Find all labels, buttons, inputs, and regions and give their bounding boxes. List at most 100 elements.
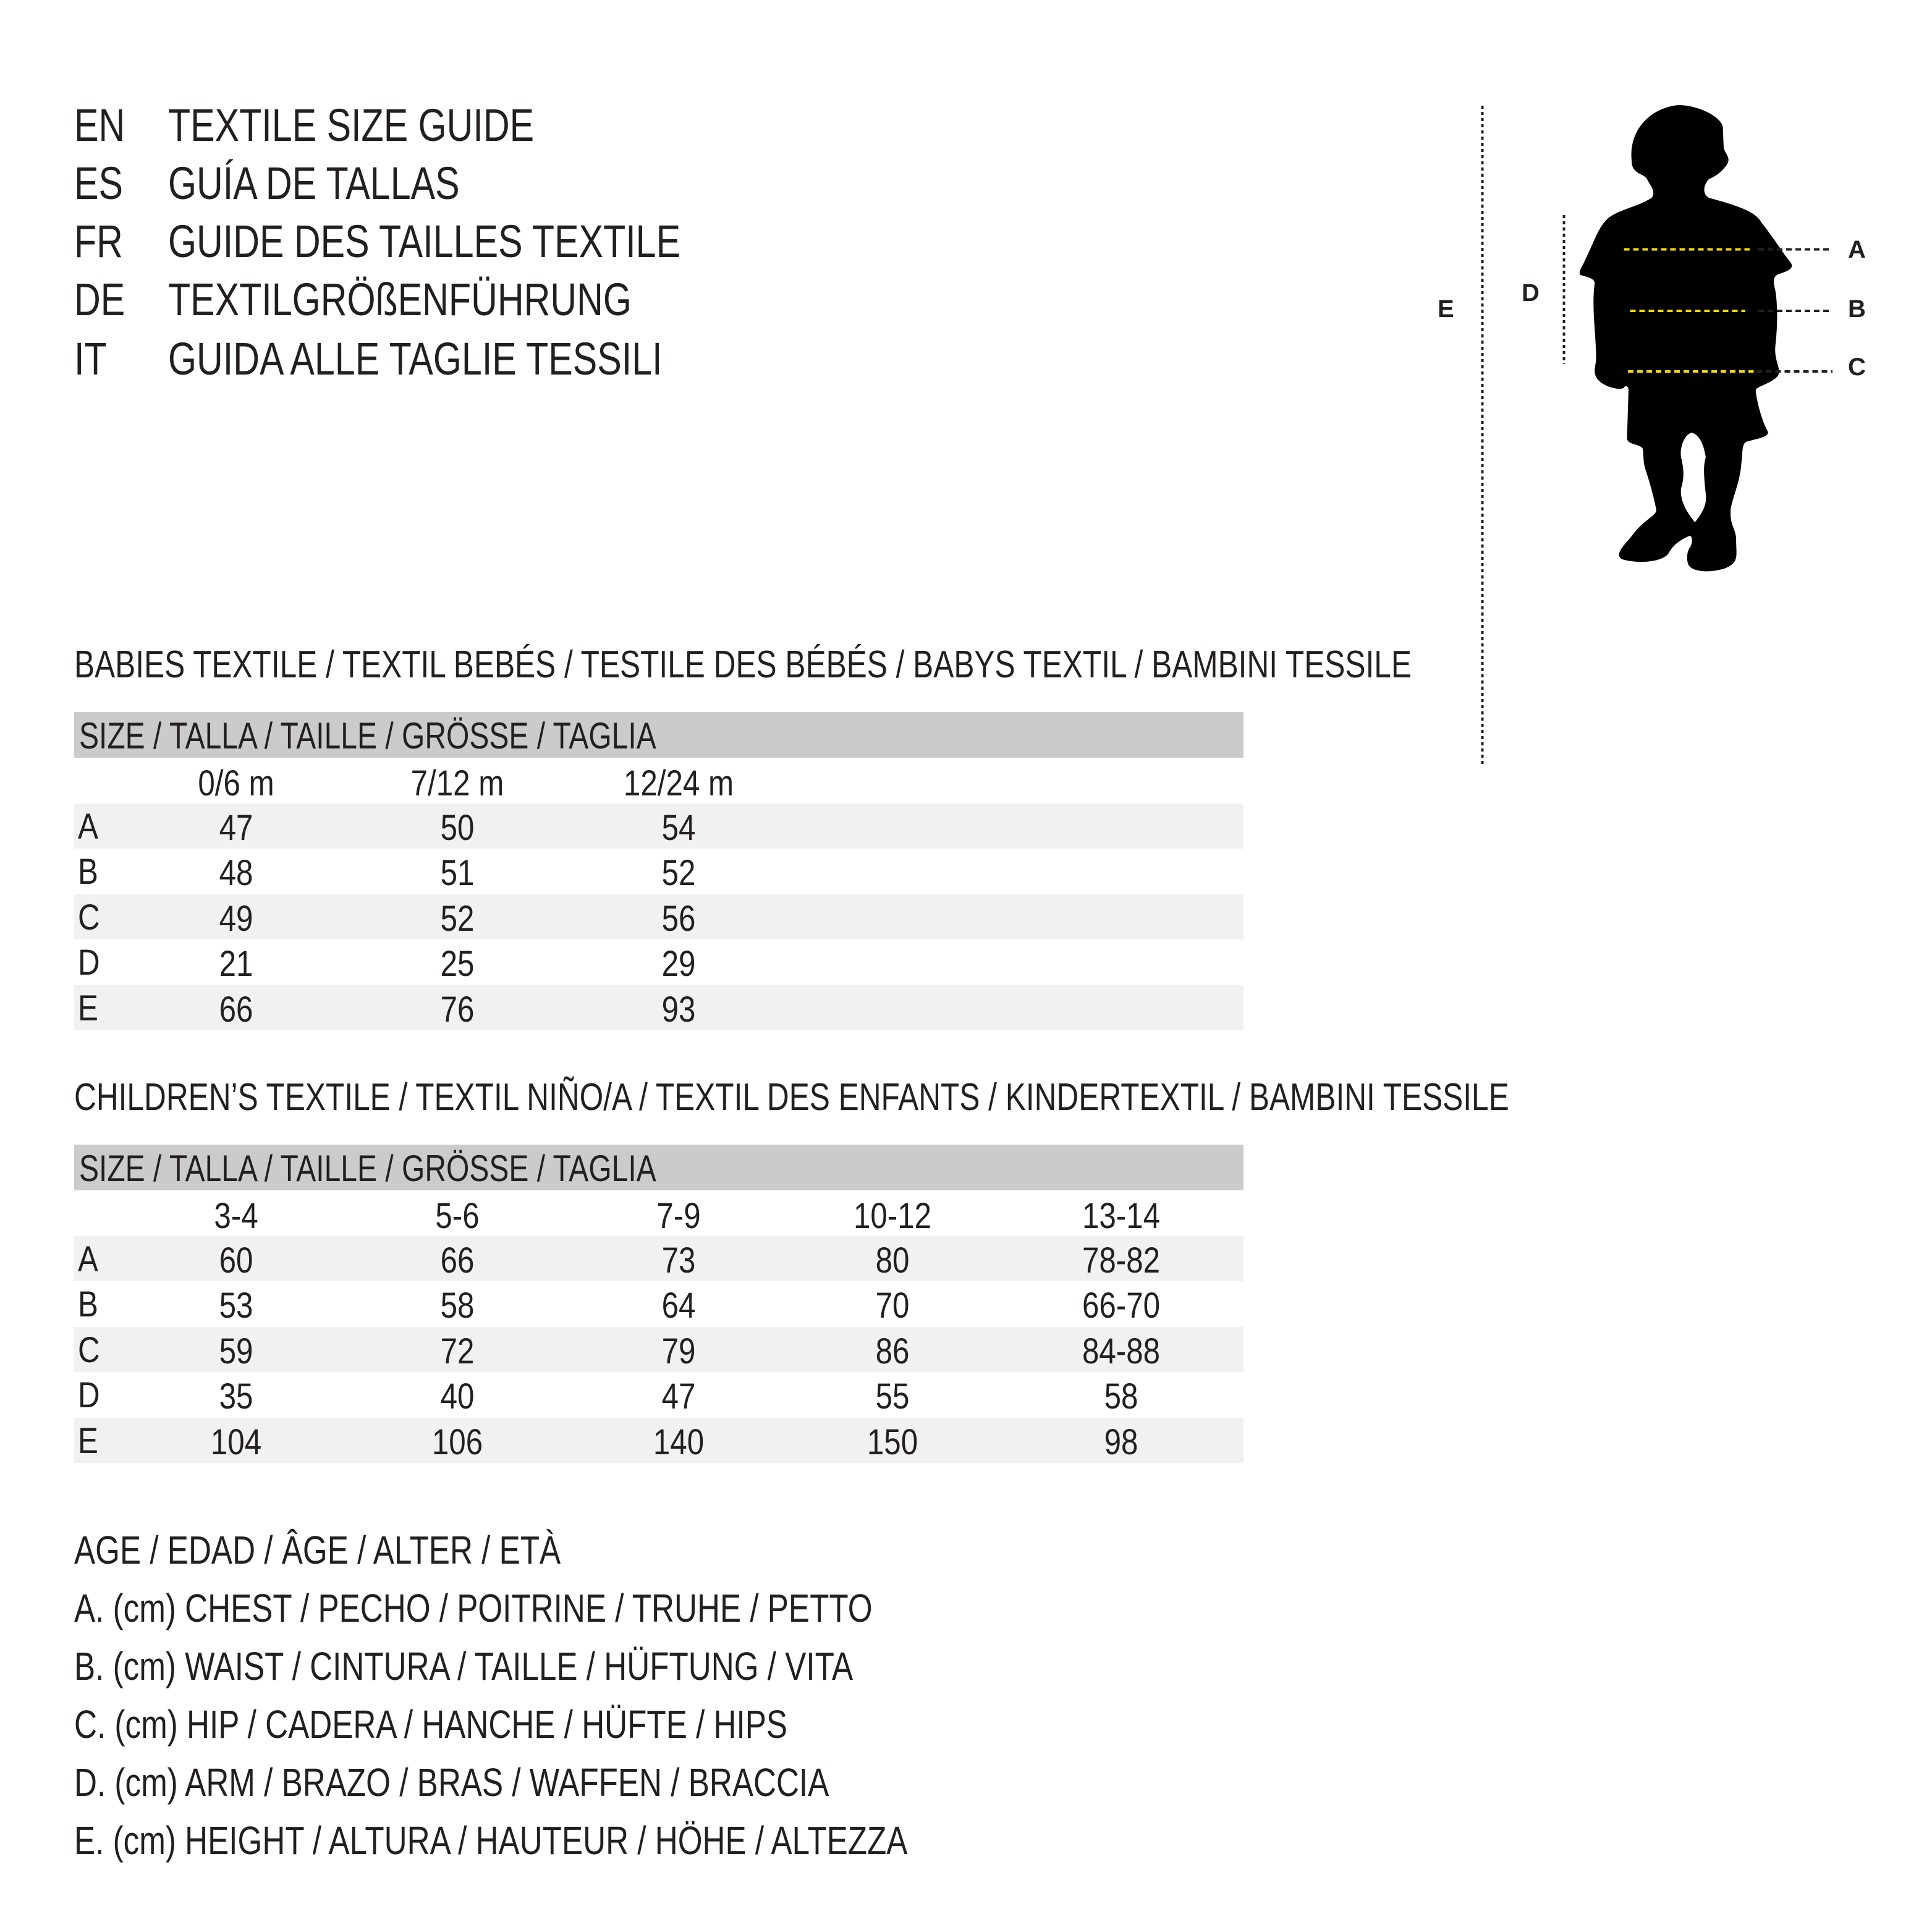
size-col: 5-6 [435, 1196, 480, 1236]
size-col: 7/12 m [410, 763, 504, 803]
size-columns-row: 0/6 m 7/12 m 12/24 m [74, 759, 1244, 804]
table-cell: 58 [1104, 1376, 1138, 1417]
size-header-text: SIZE / TALLA / TAILLE / GRÖSSE / TAGLIA [79, 1148, 656, 1189]
row-label: D [78, 943, 100, 983]
size-col: 3-4 [214, 1196, 258, 1236]
table-cell: 58 [440, 1286, 475, 1326]
table-cell: 104 [210, 1421, 262, 1462]
table-cell: 79 [661, 1331, 696, 1371]
table-cell: 48 [219, 853, 253, 894]
row-label: C [78, 1329, 100, 1370]
title-text: GUÍA DE TALLAS [168, 158, 460, 209]
size-header-bar: SIZE / TALLA / TAILLE / GRÖSSE / TAGLIA [74, 1145, 1244, 1190]
legend-text: A. (cm) CHEST / PECHO / POITRINE / TRUHE… [74, 1586, 873, 1630]
row-label: A [78, 807, 98, 847]
child-silhouette-icon [1481, 105, 1832, 766]
table-cell: 49 [219, 898, 253, 939]
size-col: 10-12 [853, 1196, 932, 1236]
table-cell: 40 [440, 1376, 475, 1417]
title-text: GUIDE DES TAILLES TEXTILE [168, 216, 681, 267]
table-cell: 60 [219, 1240, 253, 1281]
legend-e: E. (cm) HEIGHT / ALTURA / HAUTEUR / HÖHE… [74, 1816, 1116, 1865]
row-label: C [78, 897, 100, 938]
legend-a: A. (cm) CHEST / PECHO / POITRINE / TRUHE… [74, 1583, 1072, 1633]
table-cell: 52 [440, 898, 475, 939]
table-cell: 140 [653, 1421, 705, 1462]
table-cell: 54 [661, 808, 696, 848]
table-cell: 66 [219, 989, 253, 1030]
table-cell: 93 [661, 989, 696, 1030]
table-cell: 47 [661, 1376, 696, 1417]
size-columns-row: 3-4 5-6 7-9 10-12 13-14 [74, 1192, 1244, 1237]
babies-heading-text: BABIES TEXTILE / TEXTIL BEBÉS / TESTILE … [74, 643, 1412, 686]
table-row: D 21 25 29 [74, 939, 1244, 985]
legend-age: AGE / EDAD / ÂGE / ALTER / ETÀ [74, 1525, 682, 1575]
lang-code: EN [74, 100, 125, 151]
row-label: B [78, 852, 98, 892]
legend-b: B. (cm) WAIST / CINTURA / TAILLE / HÜFTU… [74, 1642, 1048, 1691]
table-cell: 98 [1104, 1421, 1138, 1462]
table-cell: 53 [219, 1286, 253, 1326]
size-header-bar: SIZE / TALLA / TAILLE / GRÖSSE / TAGLIA [74, 712, 1244, 758]
legend-text: AGE / EDAD / ÂGE / ALTER / ETÀ [74, 1528, 561, 1572]
table-row: A 60 66 73 80 78-82 [74, 1236, 1244, 1281]
table-cell: 80 [875, 1240, 910, 1281]
title-text: GUIDA ALLE TAGLIE TESSILI [168, 333, 663, 384]
table-cell: 52 [661, 853, 696, 894]
silhouette-shape [1579, 105, 1792, 572]
row-label: D [78, 1375, 100, 1416]
table-row: A 47 50 54 [74, 803, 1244, 849]
legend-text: E. (cm) HEIGHT / ALTURA / HAUTEUR / HÖHE… [74, 1818, 908, 1863]
label-b: B [1848, 295, 1866, 323]
table-cell: 66-70 [1082, 1286, 1161, 1326]
table-cell: 72 [440, 1331, 475, 1371]
label-a: A [1848, 236, 1866, 263]
row-label: E [78, 1420, 98, 1461]
lang-code: FR [74, 216, 123, 267]
size-col: 13-14 [1082, 1196, 1161, 1236]
size-header-text: SIZE / TALLA / TAILLE / GRÖSSE / TAGLIA [79, 715, 656, 756]
size-col: 7-9 [656, 1196, 701, 1236]
table-row: C 59 72 79 86 84-88 [74, 1326, 1244, 1372]
table-cell: 25 [440, 944, 475, 985]
table-row: D 35 40 47 55 58 [74, 1372, 1244, 1417]
table-cell: 51 [440, 853, 475, 894]
table-cell: 59 [219, 1331, 253, 1371]
row-label: B [78, 1284, 98, 1325]
table-cell: 21 [219, 944, 253, 985]
table-cell: 78-82 [1082, 1240, 1161, 1281]
label-c: C [1848, 354, 1866, 381]
label-e: E [1438, 295, 1454, 323]
table-cell: 56 [661, 898, 696, 939]
table-row: B 48 51 52 [74, 849, 1244, 894]
table-cell: 150 [866, 1421, 918, 1462]
table-cell: 76 [440, 989, 475, 1030]
table-cell: 64 [661, 1286, 696, 1326]
table-cell: 73 [661, 1240, 696, 1281]
lang-code: DE [74, 274, 125, 325]
legend-d: D. (cm) ARM / BRAZO / BRAS / WAFFEN / BR… [74, 1758, 1018, 1807]
label-d: D [1522, 279, 1540, 307]
title-text: TEXTILGRÖßENFÜHRUNG [168, 274, 632, 325]
row-label: A [78, 1239, 98, 1279]
children-heading: CHILDREN’S TEXTILE / TEXTIL NIÑO/A / TEX… [74, 1073, 1868, 1122]
table-cell: 55 [875, 1376, 910, 1417]
size-col: 0/6 m [198, 763, 274, 803]
table-cell: 50 [440, 808, 475, 848]
table-cell: 29 [661, 944, 696, 985]
table-cell: 84-88 [1082, 1331, 1161, 1371]
table-cell: 35 [219, 1376, 253, 1417]
title-text: TEXTILE SIZE GUIDE [168, 100, 535, 151]
child-measurement-figure: A B C D E [1421, 99, 1891, 779]
legend-c: C. (cm) HIP / CADERA / HANCHE / HÜFTE / … [74, 1700, 966, 1749]
table-row: E 66 76 93 [74, 985, 1244, 1030]
legend-text: C. (cm) HIP / CADERA / HANCHE / HÜFTE / … [74, 1702, 788, 1747]
table-row: E 104 106 140 150 98 [74, 1417, 1244, 1463]
legend-text: D. (cm) ARM / BRAZO / BRAS / WAFFEN / BR… [74, 1760, 829, 1805]
babies-heading: BABIES TEXTILE / TEXTIL BEBÉS / TESTILE … [74, 640, 1746, 690]
table-row: C 49 52 56 [74, 894, 1244, 939]
children-heading-text: CHILDREN’S TEXTILE / TEXTIL NIÑO/A / TEX… [74, 1076, 1509, 1119]
lang-code: ES [74, 158, 123, 209]
table-row: B 53 58 64 70 66-70 [74, 1281, 1244, 1326]
table-cell: 106 [431, 1421, 483, 1462]
